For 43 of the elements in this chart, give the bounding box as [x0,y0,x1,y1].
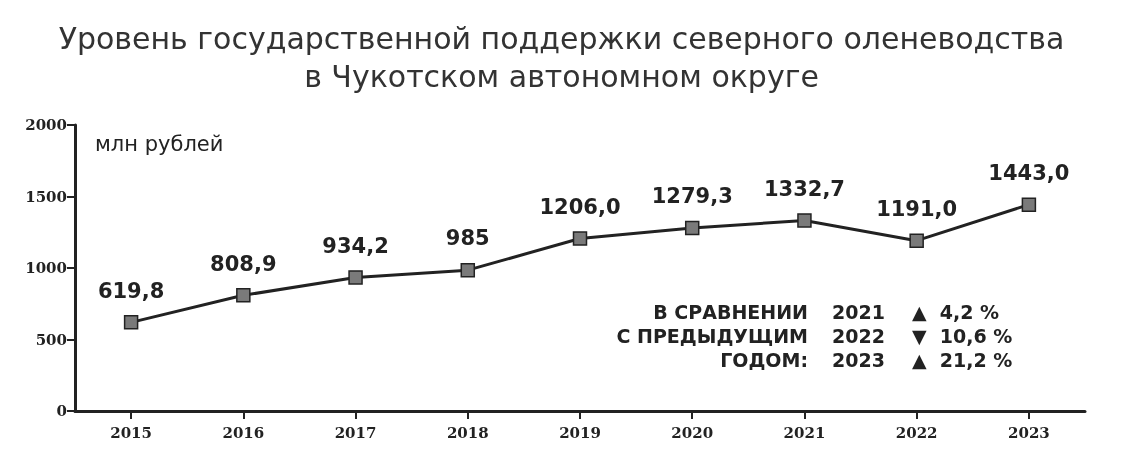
annotation: 2023 [832,348,885,371]
annotation: ГОДОМ: [720,348,809,371]
point [684,220,700,236]
point [572,231,588,246]
point [797,213,812,228]
point [123,315,139,330]
chart-title: Уровень государственной поддержки северного оленеводства в Чукотском автономном округе [58,20,1065,94]
data-label: 1191,0 [876,196,958,221]
x-tick-label: 2019 [559,423,601,442]
data-label: 1206,0 [539,194,621,219]
annotation: С ПРЕДЫДУЩИМ [616,324,809,347]
y-tick-label: 500 [35,330,67,349]
data-label: 934,2 [322,233,389,258]
y-tick-label: 1000 [25,259,67,277]
x-tick-label: 2021 [783,423,826,442]
y-tick-label: 2000 [25,116,67,134]
point [1021,197,1037,212]
data-label: 985 [445,226,490,251]
x-tick-label: 2015 [110,423,152,442]
data-label: 1279,3 [651,184,733,209]
point [348,270,363,285]
x-tick-label: 2018 [446,423,489,442]
annotation: В СРАВНЕНИИ [653,300,809,323]
y-axis-title: млн рублей [95,131,224,156]
annotation: 2021 [832,300,885,323]
data-label: 808,9 [210,251,277,276]
annotation: ▲ 21,2 % [912,348,1013,371]
data-label: 1332,7 [763,176,845,201]
x-tick-label: 2023 [1008,423,1050,442]
point [460,262,476,278]
x-tick-label: 2016 [222,423,265,442]
point [909,233,924,248]
annotation: ▲ 4,2 % [912,300,1000,323]
y-tick-label: 1500 [25,187,67,206]
annotation: 2022 [832,324,885,347]
point [236,288,251,303]
data-label: 619,8 [97,278,165,303]
x-tick-label: 2022 [895,423,938,442]
annotation: ▼ 10,6 % [912,324,1013,347]
y-tick-label: 0 [56,402,67,420]
data-label: 1443,0 [988,160,1070,185]
x-tick-label: 2020 [671,423,714,442]
x-tick-label: 2017 [334,423,377,442]
